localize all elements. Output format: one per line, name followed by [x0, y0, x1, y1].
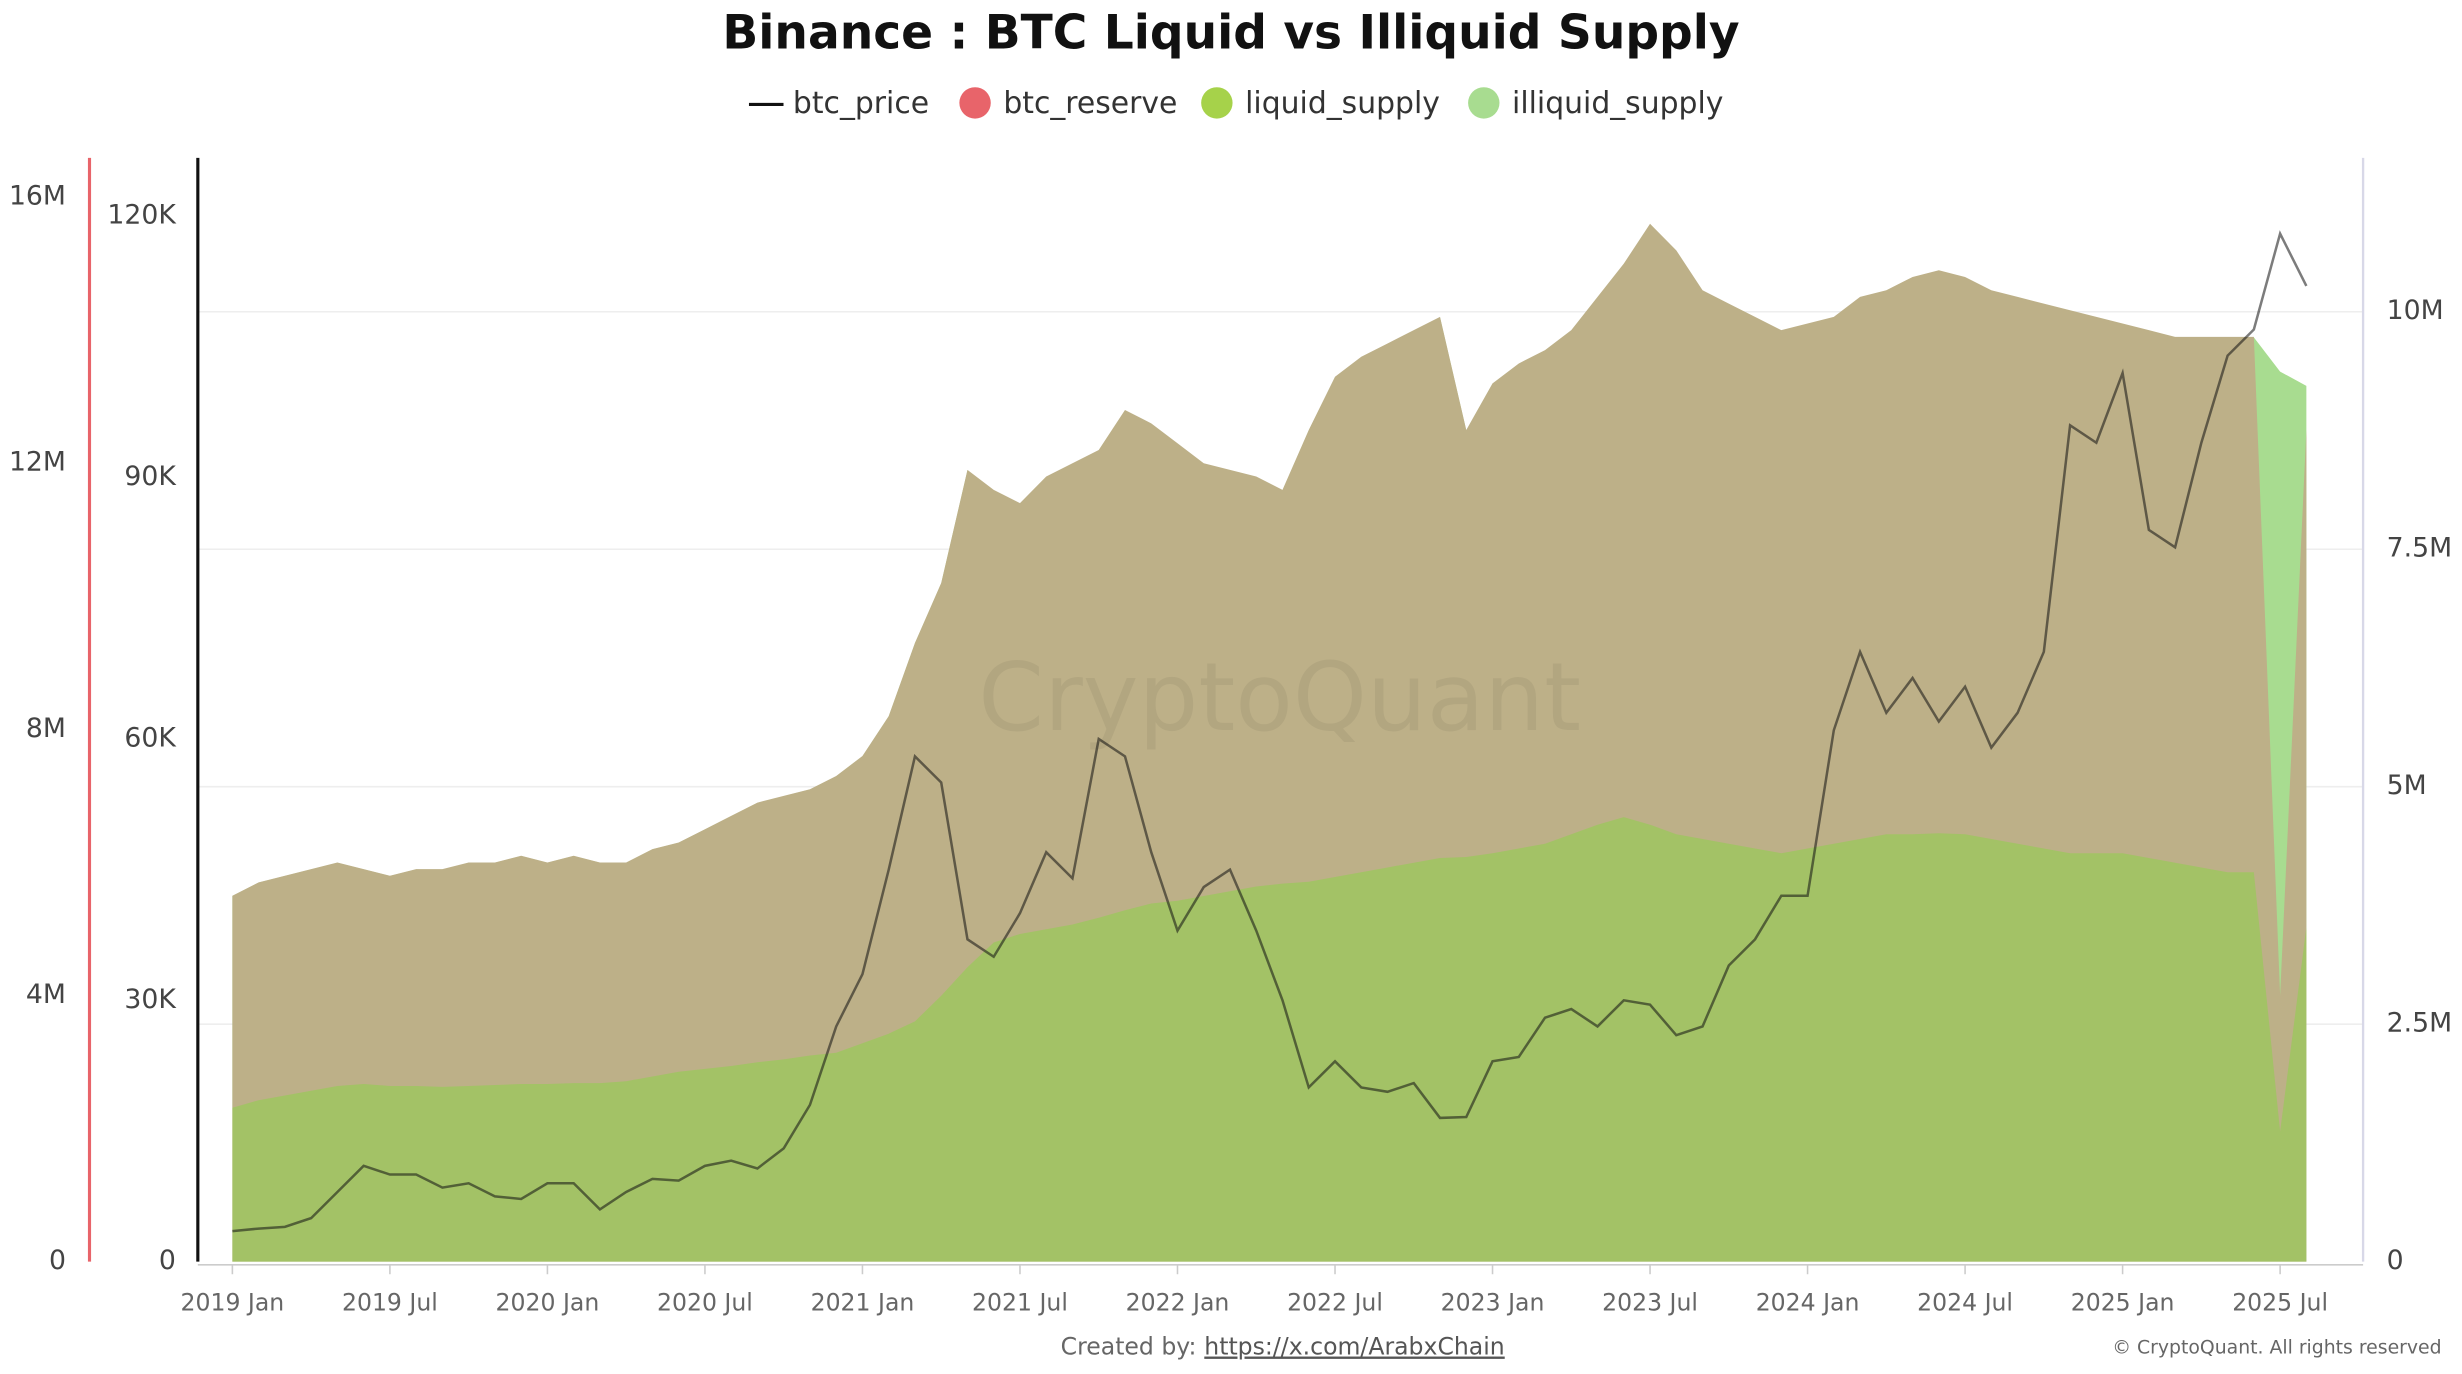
- chart-title: Binance : BTC Liquid vs Illiquid Supply: [722, 5, 1739, 60]
- x-tick-label: 2023 Jan: [1441, 1289, 1545, 1317]
- x-tick-label: 2025 Jan: [2071, 1289, 2175, 1317]
- y-tick-label: 60K: [124, 722, 177, 753]
- x-tick-label: 2023 Jul: [1602, 1289, 1698, 1317]
- y2-tick-label: 2.5M: [2387, 1008, 2452, 1039]
- y-tick-label: 90K: [124, 461, 177, 492]
- y2-tick-label: 5M: [2387, 770, 2427, 801]
- legend-label: btc_reserve: [1003, 86, 1177, 121]
- x-tick-label: 2020 Jan: [496, 1289, 600, 1317]
- watermark: CryptoQuant: [978, 644, 1581, 753]
- x-tick-label: 2024 Jan: [1756, 1289, 1860, 1317]
- footer-credit: Created by:: [1061, 1333, 1197, 1361]
- legend-swatch: [1468, 87, 1500, 119]
- y3-tick-label: 8M: [26, 713, 66, 744]
- x-tick-label: 2022 Jan: [1126, 1289, 1230, 1317]
- x-tick-label: 2022 Jul: [1287, 1289, 1383, 1317]
- x-tick-label: 2019 Jul: [342, 1289, 438, 1317]
- copyright: © CryptoQuant. All rights reserved: [2112, 1338, 2441, 1359]
- y3-tick-label: 12M: [9, 447, 66, 478]
- x-tick-label: 2021 Jul: [972, 1289, 1068, 1317]
- footer-link[interactable]: https://x.com/ArabxChain: [1204, 1333, 1504, 1361]
- legend-label: liquid_supply: [1245, 86, 1440, 121]
- x-tick-label: 2019 Jan: [181, 1289, 285, 1317]
- x-tick-label: 2020 Jul: [657, 1289, 753, 1317]
- y3-tick-label: 0: [49, 1245, 66, 1276]
- x-tick-label: 2025 Jul: [2232, 1289, 2328, 1317]
- y2-tick-label: 0: [2387, 1245, 2404, 1276]
- y-tick-label: 30K: [124, 984, 177, 1015]
- y2-tick-label: 10M: [2387, 295, 2444, 326]
- x-tick-label: 2021 Jan: [811, 1289, 915, 1317]
- plot-area: [197, 223, 2364, 1262]
- y2-tick-label: 7.5M: [2387, 533, 2452, 564]
- y3-tick-label: 16M: [9, 181, 66, 212]
- y-tick-label: 0: [159, 1245, 176, 1276]
- legend-label: btc_price: [793, 86, 929, 121]
- line-btc_price: [232, 230, 2308, 1233]
- legend-swatch: [1201, 87, 1233, 119]
- area-liquid_supply: [232, 817, 2307, 1262]
- x-tick-label: 2024 Jul: [1917, 1289, 2013, 1317]
- legend-swatch: [959, 87, 991, 119]
- y3-tick-label: 4M: [26, 979, 66, 1010]
- legend-label: illiquid_supply: [1512, 86, 1723, 121]
- y-tick-label: 120K: [107, 200, 177, 231]
